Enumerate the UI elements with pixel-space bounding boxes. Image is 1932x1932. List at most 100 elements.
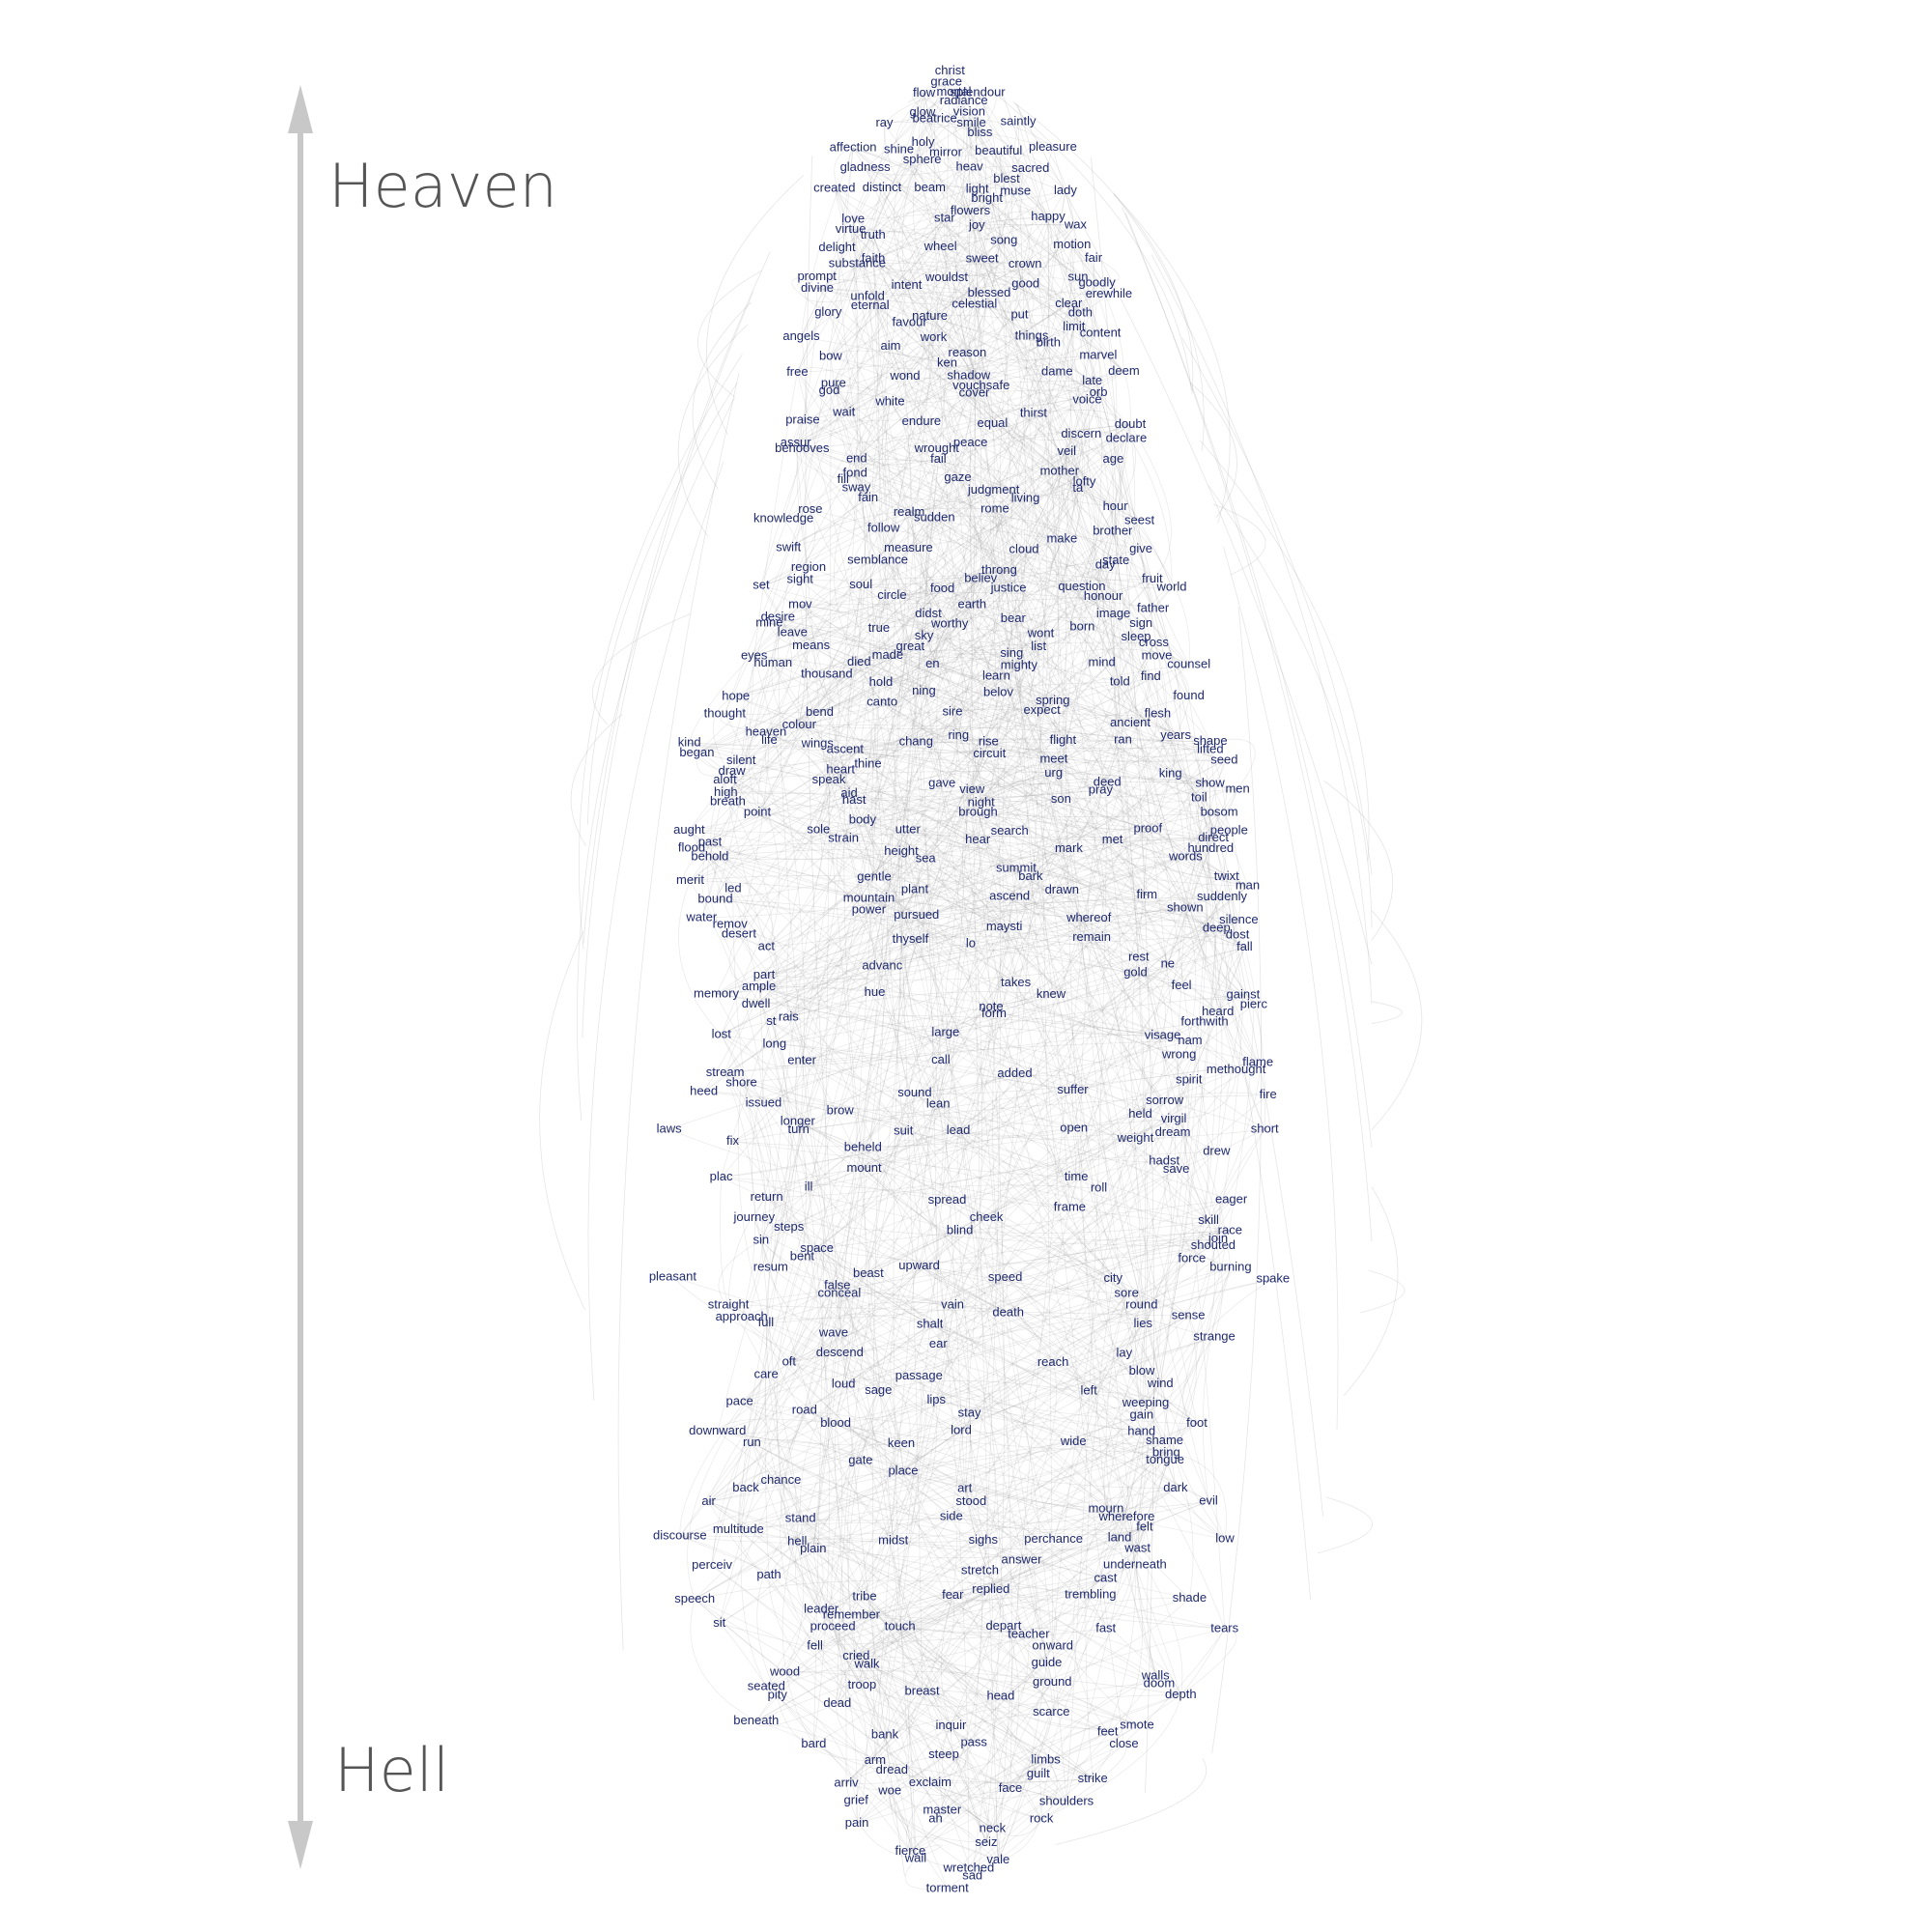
edge [689,830,902,860]
edge [865,167,975,393]
edge [952,1277,1009,1310]
edge [957,920,1239,1131]
edge [810,509,973,606]
edge [768,1054,1179,1576]
edge [709,841,916,893]
edge [832,1611,900,1628]
edge [679,1535,900,1628]
edge [990,920,1239,1008]
edge [945,152,1079,278]
edge [994,508,1127,1294]
word-node-inquir: inquir [936,1718,967,1732]
edge [1018,648,1189,667]
edge [798,1060,942,1131]
word-node-pain: pain [845,1815,869,1830]
edge [741,1278,1114,1320]
edge [902,1470,984,1541]
edge [980,778,1210,804]
word-node-free: free [786,364,808,379]
word-node-burning: burning [1209,1259,1251,1273]
edge [938,459,1026,499]
edge [695,1362,1054,1600]
edge [992,1694,1181,1830]
edge [1037,646,1054,1647]
edge [1140,907,1186,1115]
edge [903,421,937,454]
edge [1360,1269,1406,1314]
edge [1012,618,1054,701]
edge [798,527,884,725]
edge [898,859,939,1105]
edge [852,148,1075,327]
edge [808,362,948,568]
edge [899,1626,1039,1775]
edge [904,345,968,377]
edge [724,771,1210,784]
edge [765,353,968,733]
edge [1180,1629,1226,1695]
edge [852,219,904,1132]
word-node-chance: chance [760,1472,801,1487]
edge [970,442,1116,507]
edge [992,423,1173,588]
edge [906,285,1108,783]
edge [844,711,953,752]
edge [816,288,1114,532]
edge [1212,503,1266,576]
edge [708,1352,1124,1502]
edge [970,211,1101,334]
edge [766,753,990,948]
edge [911,92,935,120]
edge [739,1248,818,1403]
edge [874,190,1066,1761]
edge [797,1541,1094,1779]
edge [1186,782,1223,897]
edge [1071,244,1190,666]
edge [689,740,770,751]
edge [906,285,993,424]
edge [907,785,980,831]
edge [981,259,1124,372]
word-node-ring: ring [948,727,969,742]
word-node-note: note [979,999,1003,1013]
edge [952,1564,1136,1596]
word-node-plant: plant [901,882,929,896]
word-node-advanc: advanc [862,958,902,973]
edge [761,1197,840,1354]
edge [792,632,999,694]
word-node-nam: nam [1178,1033,1202,1047]
edge [795,442,939,466]
edge [977,211,1049,226]
edge [919,93,948,278]
edge [1105,1508,1183,1695]
edge [1004,926,1191,1041]
edge [895,71,951,151]
word-node-endure: endure [902,413,941,428]
edge [837,1577,1106,1704]
edge [756,811,1069,849]
word-node-dwell: dwell [742,996,771,1010]
edge [737,1529,857,1657]
edge [967,123,1001,354]
edge [856,1560,1022,1657]
edge [868,653,1012,899]
edge [753,1217,1213,1247]
edge [882,701,1245,948]
edge [800,1518,1047,1664]
word-node-wouldst: wouldst [924,270,968,284]
word-node-fall: fall [1236,939,1253,953]
edge [908,392,976,549]
edge [842,665,1189,839]
edge [766,1197,1090,1392]
edge [884,1694,1181,1736]
edge [906,578,981,831]
edge [1052,1431,1143,1647]
edge [980,385,1060,472]
edge [769,190,1016,624]
word-node-judgment: judgment [967,482,1020,497]
word-node-death: death [992,1305,1024,1320]
edge [756,811,995,1014]
edge [902,1471,1002,1697]
edge [836,1315,1189,1425]
edge [845,1754,945,1784]
